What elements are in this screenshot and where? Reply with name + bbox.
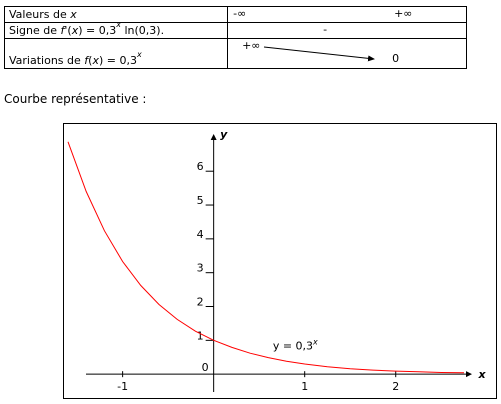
- origin-label: 0: [202, 361, 209, 374]
- x-axis-arrow-icon: [466, 371, 472, 378]
- var-label-c: ) = 0,3: [98, 54, 137, 67]
- sign-label-b: '(: [64, 24, 72, 37]
- x-tick-label: 1: [301, 380, 308, 393]
- sign-label-a: Signe de: [9, 24, 61, 37]
- sign-label: Signe de f'(x) = 0,3x ln(0,3).: [3, 20, 229, 39]
- sign-value: -: [323, 23, 328, 36]
- var-label-b: (: [88, 54, 93, 67]
- minus-infinity: -∞: [233, 7, 247, 20]
- sign-label-c: ) = 0,3: [78, 24, 117, 37]
- variation-end: 0: [392, 52, 400, 65]
- y-tick-label: 4: [197, 228, 204, 241]
- values-cell: -∞ +∞: [227, 6, 467, 23]
- sign-label-d: ln(0,3).: [120, 24, 165, 37]
- plus-infinity: +∞: [394, 7, 413, 20]
- var-label-x: x: [92, 54, 99, 67]
- plot-frame: x y -1 1 2 1 2 3 4 5 6 0 y = 0,3x: [63, 123, 497, 399]
- sign-label-x: x: [71, 24, 79, 37]
- values-label-text: Valeurs de: [9, 8, 71, 21]
- curve-annotation: y = 0,3x: [273, 337, 318, 352]
- y-tick-label: 6: [197, 160, 204, 173]
- curve-line: [67, 141, 465, 374]
- x-axis-label: x: [477, 368, 486, 381]
- variation-table: Valeurs de x -∞ +∞ Signe de f'(x) = 0,3x …: [3, 6, 467, 69]
- y-tick-label: 5: [197, 194, 204, 207]
- decreasing-arrow-icon: [264, 46, 376, 62]
- y-tick-label: 2: [197, 296, 204, 309]
- y-axis-arrow-icon: [210, 134, 217, 140]
- x-tick-label: 2: [392, 380, 399, 393]
- sign-label-f: f: [60, 24, 65, 37]
- table-row-values: Valeurs de x -∞ +∞: [3, 6, 467, 23]
- variation-start: +∞: [242, 39, 261, 52]
- var-label-sup: x: [136, 50, 142, 60]
- x-tick-label: -1: [117, 380, 128, 393]
- table-row-sign: Signe de f'(x) = 0,3x ln(0,3). -: [3, 20, 467, 39]
- variations-cell: +∞ 0: [227, 38, 467, 69]
- sign-label-sup: x: [116, 20, 121, 30]
- var-label-a: Variations de: [9, 54, 85, 67]
- curve-annotation-sup: x: [312, 337, 318, 346]
- function-plot: x y -1 1 2 1 2 3 4 5 6 0 y = 0,3x: [67, 128, 486, 393]
- y-tick-label: 1: [197, 329, 204, 342]
- y-tick-label: 3: [197, 262, 204, 275]
- y-axis-label: y: [220, 128, 228, 141]
- table-row-variations: Variations de f(x) = 0,3x +∞ 0: [3, 38, 467, 69]
- values-label-var: x: [70, 8, 77, 21]
- var-label-f: f: [84, 54, 89, 67]
- variations-label: Variations de f(x) = 0,3x: [3, 38, 229, 69]
- sign-cell: -: [227, 22, 467, 39]
- curve-caption: Courbe représentative :: [4, 92, 147, 106]
